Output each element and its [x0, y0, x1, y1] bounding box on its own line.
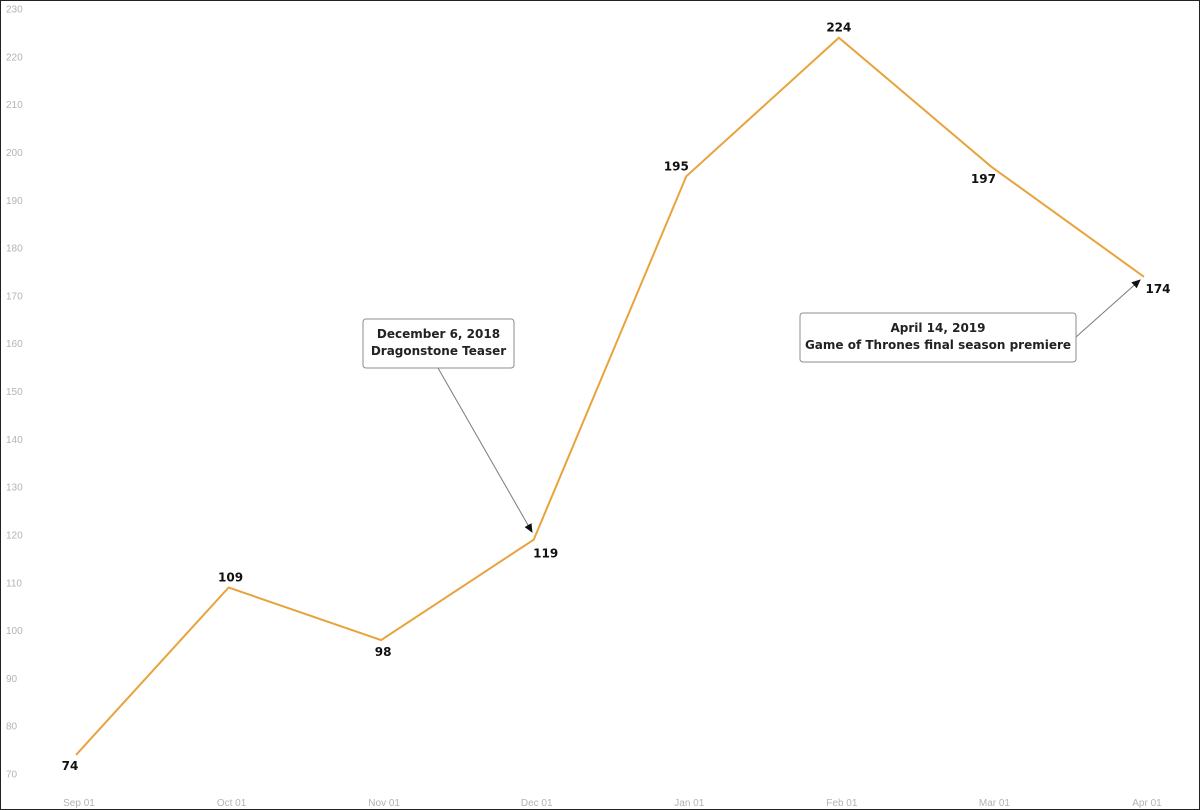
y-tick-label: 180	[6, 244, 23, 255]
y-tick-label: 80	[6, 722, 18, 733]
x-tick-label: Jan 01	[674, 798, 704, 809]
annotation-text: December 6, 2018	[377, 327, 500, 341]
y-tick-label: 130	[6, 483, 23, 494]
data-label: 174	[1145, 282, 1170, 296]
series-group	[75, 36, 1145, 756]
x-axis-ticks: Sep 01 Oct 01 Nov 01 Dec 01 Jan 01 Feb 01 Mar …	[63, 798, 1162, 809]
annotations: December 6, 2018 Dragonstone Teaser April …	[362, 279, 1141, 533]
y-tick-label: 100	[6, 626, 23, 637]
series-line	[75, 36, 1145, 756]
data-label: 109	[218, 571, 243, 585]
annotation-arrow	[437, 367, 533, 533]
annotation-text: April 14, 2019	[890, 321, 985, 335]
x-tick-label: Sep 01	[63, 798, 95, 809]
y-tick-label: 90	[6, 674, 18, 685]
data-label: 197	[971, 172, 996, 186]
y-tick-label: 210	[6, 100, 23, 111]
y-tick-label: 190	[6, 196, 23, 207]
y-tick-label: 70	[6, 770, 18, 781]
annotation-callout: December 6, 2018 Dragonstone Teaser	[362, 318, 533, 533]
y-tick-label: 120	[6, 530, 23, 541]
annotation-text: Dragonstone Teaser	[371, 344, 506, 358]
y-axis-ticks: 70 80 90 100 110 120 130 140 150 160 170 180 190 200 2…	[6, 5, 23, 781]
annotation-box	[362, 318, 515, 369]
data-label: 195	[664, 159, 689, 173]
data-label: 74	[62, 759, 79, 773]
y-tick-label: 220	[6, 52, 23, 63]
x-tick-label: Mar 01	[979, 798, 1011, 809]
annotation-callout: April 14, 2019 Game of Thrones final seas…	[799, 279, 1141, 363]
y-tick-label: 150	[6, 387, 23, 398]
annotation-box	[799, 312, 1077, 363]
data-label: 119	[533, 547, 558, 561]
data-label: 98	[375, 645, 392, 659]
y-tick-label: 170	[6, 291, 23, 302]
x-tick-label: Oct 01	[217, 798, 247, 809]
y-tick-label: 160	[6, 339, 23, 350]
data-label: 224	[826, 21, 851, 35]
x-tick-label: Dec 01	[521, 798, 553, 809]
data-labels: 74 109 98 119 195 224 197 174	[62, 21, 1171, 773]
annotation-arrow	[1075, 279, 1141, 338]
annotation-text: Game of Thrones final season premiere	[805, 338, 1071, 352]
y-tick-label: 230	[6, 5, 23, 16]
x-tick-label: Nov 01	[368, 798, 400, 809]
x-tick-label: Feb 01	[826, 798, 858, 809]
y-tick-label: 200	[6, 148, 23, 159]
y-tick-label: 140	[6, 435, 23, 446]
y-tick-label: 110	[6, 578, 22, 589]
x-tick-label: Apr 01	[1132, 798, 1162, 809]
